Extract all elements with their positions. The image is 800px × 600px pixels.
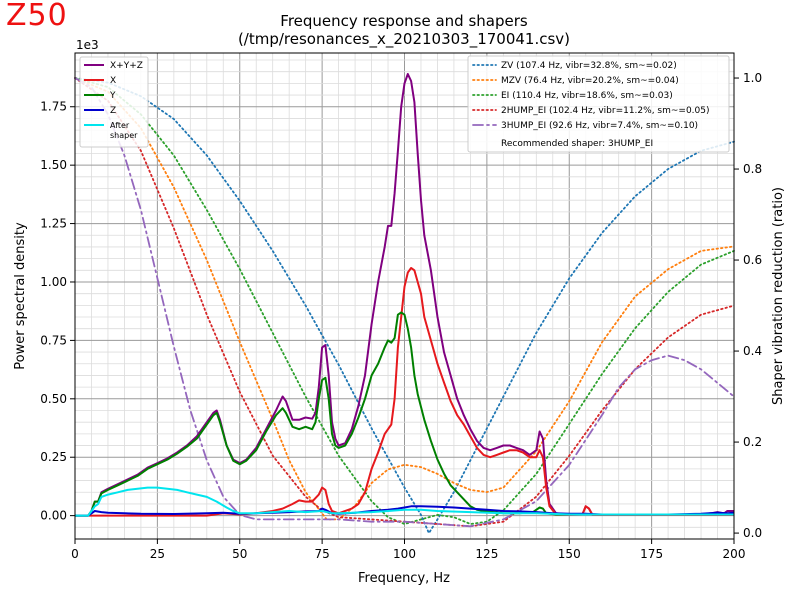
shaper-legend-label: 3HUMP_EI (92.6 Hz, vibr=7.4%, sm~=0.10) (501, 121, 698, 131)
x-tick-label: 100 (393, 547, 416, 561)
psd-legend-label: Y (109, 91, 116, 101)
psd-curves (75, 73, 735, 517)
shaper-curves (74, 77, 735, 536)
y2-axis-label: Shaper vibration reduction (ratio) (771, 187, 786, 405)
x-tick-label: 200 (723, 547, 746, 561)
x-tick-label: 0 (71, 547, 79, 561)
shaper-curve-4 (74, 77, 735, 528)
y2-tick-label: 1.0 (743, 71, 762, 85)
y-tick-label: 0.00 (40, 509, 67, 523)
x-tick-label: 25 (150, 547, 165, 561)
shaper-legend: ZV (107.4 Hz, vibr=32.8%, sm~=0.02) MZV (… (467, 55, 730, 153)
y-tick-label: 1.50 (40, 158, 67, 172)
axes: 0 25 50 75 100 125 150 175 200 0.00 0.25 0.50 0.75 1.… (40, 71, 762, 561)
psd-legend-label: After shaper (110, 121, 138, 140)
x-tick-label: 150 (558, 547, 581, 561)
y-tick-label: 0.25 (40, 450, 67, 464)
y2-tick-label: 0.8 (743, 162, 762, 176)
y2-tick-label: 0.6 (743, 253, 762, 267)
y-tick-label: 0.50 (40, 392, 67, 406)
recommended-shaper-text: Recommended shaper: 3HUMP_EI (501, 139, 653, 149)
shaper-curve-1 (74, 77, 735, 521)
y2-tick-label: 0.0 (743, 526, 762, 540)
psd-curve-4 (75, 486, 734, 517)
y2-tick-label: 0.2 (743, 435, 762, 449)
x-tick-label: 175 (640, 547, 663, 561)
stamp-logo: Z50 (6, 0, 68, 33)
psd-curve-1 (75, 267, 734, 517)
x-axis-label: Frequency, Hz (358, 571, 450, 586)
y-tick-label: 1.25 (40, 217, 67, 231)
y-tick-label: 1.75 (40, 100, 67, 114)
y-tick-label: 1.00 (40, 275, 67, 289)
psd-curve-2 (75, 311, 734, 517)
psd-legend-label: Z (110, 106, 116, 116)
x-tick-label: 75 (314, 547, 329, 561)
shaper-legend-label: 2HUMP_EI (102.4 Hz, vibr=11.2%, sm~=0.05… (501, 106, 710, 116)
psd-legend: X+Y+Z XYZ After shaper (79, 56, 149, 148)
shaper-legend-label: MZV (76.4 Hz, vibr=20.2%, sm~=0.04) (501, 76, 679, 86)
psd-curve-0 (75, 73, 734, 517)
shaper-curve-2 (74, 77, 735, 525)
y-axis-label: Power spectral density (13, 222, 28, 370)
chart-title: Frequency response and shapers (280, 12, 528, 30)
y-tick-label: 0.75 (40, 333, 67, 347)
y2-tick-label: 0.4 (743, 344, 762, 358)
psd-legend-label: X (110, 76, 116, 86)
x-tick-label: 125 (475, 547, 498, 561)
shaper-legend-label: EI (110.4 Hz, vibr=18.6%, sm~=0.03) (501, 91, 673, 101)
shaper-legend-label: ZV (107.4 Hz, vibr=32.8%, sm~=0.02) (501, 61, 677, 71)
x-tick-label: 50 (232, 547, 247, 561)
shaper-legend-box (467, 55, 730, 153)
shaper-curve-3 (74, 77, 735, 528)
y-multiplier-label: 1e3 (76, 38, 99, 52)
chart-subtitle: (/tmp/resonances_x_20210303_170041.csv) (238, 30, 570, 49)
psd-legend-label: X+Y+Z (110, 61, 143, 71)
